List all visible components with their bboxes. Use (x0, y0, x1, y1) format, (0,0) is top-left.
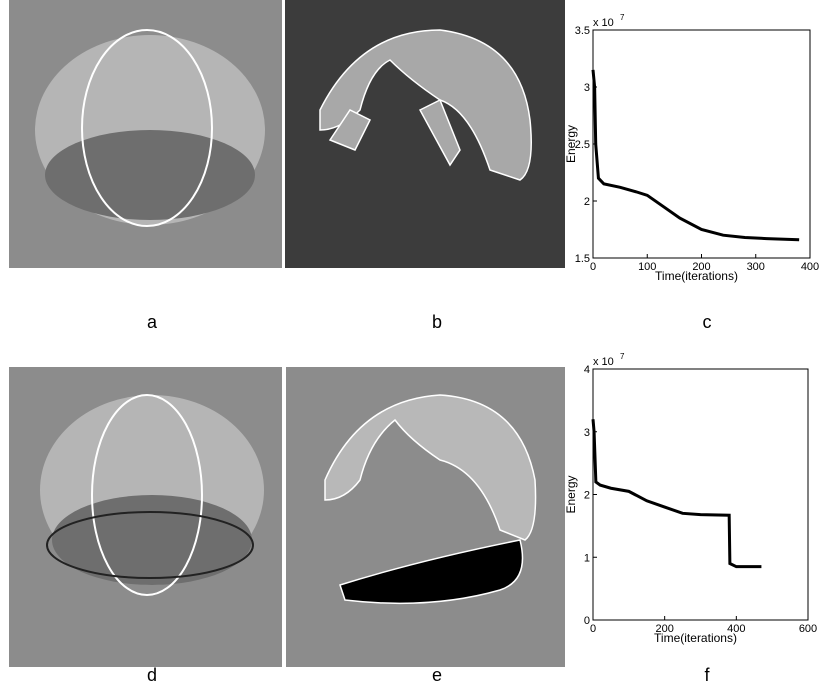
x-tick-label: 0 (590, 261, 596, 273)
x-tick-label: 400 (727, 623, 745, 635)
y-tick-label: 1 (584, 552, 590, 564)
y-tick-label: 0 (584, 615, 590, 627)
x-axis-label: Time(iterations) (655, 269, 738, 283)
panel-label: d (147, 665, 157, 685)
x-tick-label: 300 (747, 261, 765, 273)
x-tick-label: 100 (638, 261, 656, 273)
image-b (285, 0, 565, 268)
x-tick-label: 600 (799, 623, 817, 635)
panel-label: e (432, 665, 442, 685)
line (591, 69, 800, 242)
image-a (9, 0, 282, 268)
x-tick-label: 200 (655, 623, 673, 635)
y-tick-label: 2 (584, 196, 590, 208)
plot-frame (592, 368, 809, 621)
y-tick-label: 2 (584, 490, 590, 502)
image-d (9, 367, 282, 667)
y-exponent: 7 (620, 352, 625, 361)
x-tick-label: 0 (590, 623, 596, 635)
x-axis-label: Time(iterations) (654, 631, 737, 645)
y-axis-label: Energy (564, 475, 578, 513)
y-tick-label: 3 (584, 82, 590, 94)
y-tick-label: 2.5 (575, 139, 590, 151)
image-e (286, 367, 565, 667)
y-exponent: 7 (620, 13, 625, 22)
line (591, 419, 762, 569)
y-multiplier: x 10 (593, 356, 614, 368)
x-tick-label: 200 (692, 261, 710, 273)
y-tick-label: 4 (584, 364, 590, 376)
plot-frame (592, 29, 811, 259)
x-tick-label: 400 (801, 261, 819, 273)
panel-label: a (147, 312, 158, 332)
panel-label: f (704, 665, 710, 685)
panel-label: b (432, 312, 442, 332)
panel-label: c (703, 312, 712, 332)
y-multiplier: x 10 (593, 17, 614, 29)
y-tick-label: 1.5 (575, 253, 590, 265)
y-tick-label: 3.5 (575, 25, 590, 37)
y-axis-label: Energy (564, 125, 578, 163)
y-tick-label: 3 (584, 427, 590, 439)
